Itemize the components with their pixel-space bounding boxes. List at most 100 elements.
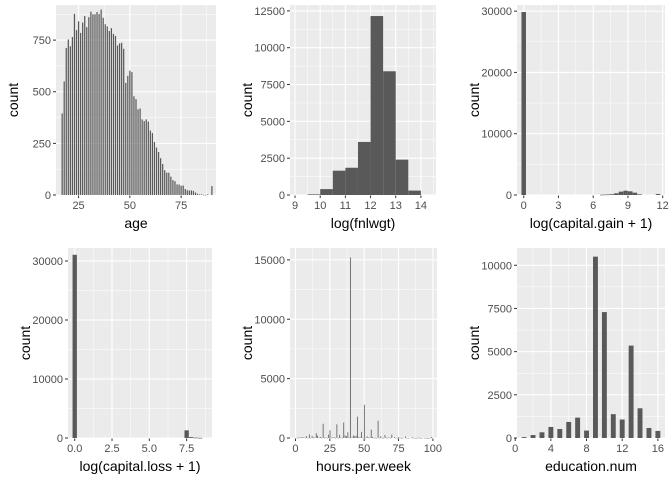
histogram-bar [337, 437, 339, 439]
histogram-bar [133, 96, 135, 195]
y-axis-title: count [5, 83, 21, 117]
histogram-bar [315, 433, 317, 438]
histogram-bar [190, 190, 192, 195]
histogram-bar [521, 437, 527, 438]
y-tick-label: 2500 [261, 153, 285, 165]
histogram-bar [348, 437, 350, 439]
histogram-bar [557, 429, 563, 438]
y-tick-label: 250 [33, 138, 51, 150]
histogram-bar [406, 437, 408, 439]
histogram-bar [145, 119, 147, 195]
histogram-bar [300, 437, 302, 438]
histogram-bar [584, 430, 589, 438]
histogram-bar [304, 437, 306, 439]
histogram-bar [610, 414, 616, 438]
histogram-bar [394, 437, 395, 438]
histogram-bar [127, 75, 129, 195]
histogram-bar [548, 426, 554, 438]
histogram-bar [104, 24, 106, 195]
x-tick-label: 12 [364, 200, 376, 212]
histogram-bar [637, 408, 643, 438]
histogram-bar [425, 437, 427, 439]
histogram-bar [197, 437, 203, 439]
histogram-bar [166, 172, 168, 195]
histogram-bar [94, 14, 96, 196]
histogram-bar [384, 435, 386, 438]
y-tick-label: 30000 [32, 256, 63, 268]
histogram-bar [151, 133, 154, 195]
histogram-bar [336, 424, 338, 438]
y-tick-label: 7500 [488, 303, 512, 315]
x-axis-title: hours.per.week [316, 458, 412, 474]
y-axis-title: count [239, 83, 255, 117]
histogram-bar [344, 435, 346, 438]
histogram-bar [417, 437, 419, 439]
histogram-bar [646, 427, 652, 438]
x-tick-label: 10 [314, 200, 326, 212]
x-tick-label: 12 [657, 200, 669, 212]
histogram-bar [637, 194, 642, 195]
histogram-bar [100, 9, 102, 196]
y-tick-label: 500 [33, 87, 51, 99]
histogram-bar [402, 437, 404, 439]
histogram-bar [61, 113, 63, 195]
histogram-bar [388, 437, 390, 438]
histogram-bar [407, 437, 409, 439]
histogram-bar [75, 30, 78, 196]
histogram-bar [362, 437, 364, 439]
histogram-bar [147, 121, 149, 195]
y-tick-label: 15000 [254, 255, 285, 267]
histogram-bar [321, 437, 323, 439]
y-tick-label: 0 [45, 190, 51, 202]
histogram-bar [428, 437, 430, 439]
histogram-bar [329, 430, 331, 438]
histogram-bar [125, 82, 127, 195]
histogram-bar [387, 437, 389, 439]
histogram-bar [98, 14, 100, 195]
histogram-bar [306, 436, 308, 438]
chart-panel-6: 0 4 8 12 16 0 2500 5000 7500 10000 education.num co… [466, 248, 665, 474]
histogram-bar [118, 43, 121, 196]
histogram-bar [311, 435, 313, 438]
histogram-bar [77, 21, 80, 196]
x-tick-label: 4 [548, 443, 554, 455]
histogram-bar [201, 194, 203, 195]
x-tick-label: 16 [652, 443, 664, 455]
histogram-bar [398, 437, 400, 438]
y-tick-label: 0 [506, 190, 512, 202]
histogram-bar [90, 11, 92, 195]
x-axis-title: log(fnlwgt) [331, 215, 396, 231]
histogram-bar [137, 109, 139, 195]
histogram-bar [106, 26, 108, 196]
histogram-bar [205, 194, 207, 196]
histogram-bar [530, 435, 536, 438]
x-tick-label: 0.0 [67, 443, 82, 455]
histogram-bar [170, 176, 172, 195]
histogram-bar [655, 430, 661, 438]
histogram-bar [178, 184, 180, 195]
histogram-bar [395, 159, 409, 195]
histogram-bar [383, 437, 384, 439]
histogram-bar [391, 434, 393, 438]
histogram-bar [413, 437, 415, 439]
histogram-bar [149, 130, 151, 195]
histogram-bar [421, 437, 423, 439]
histogram-bar [600, 194, 605, 196]
histogram-bar [319, 437, 321, 438]
histogram-bar [354, 436, 356, 438]
histogram-bar [110, 28, 112, 196]
y-tick-label: 30000 [481, 6, 512, 18]
x-tick-label: 6 [590, 200, 596, 212]
histogram-bar [196, 193, 199, 195]
chart-panel-5: 0 25 50 75 100 0 5000 10000 15000 hours.per.week c… [239, 248, 442, 474]
histogram-bar [211, 186, 213, 195]
histogram-bar [72, 254, 77, 438]
histogram-bar [88, 17, 90, 195]
histogram-bar [184, 189, 186, 195]
x-tick-label: 75 [175, 200, 187, 212]
x-tick-label: 0 [292, 443, 298, 455]
y-axis-title: count [466, 83, 482, 117]
histogram-bar [112, 33, 115, 196]
histogram-bar [410, 437, 412, 439]
